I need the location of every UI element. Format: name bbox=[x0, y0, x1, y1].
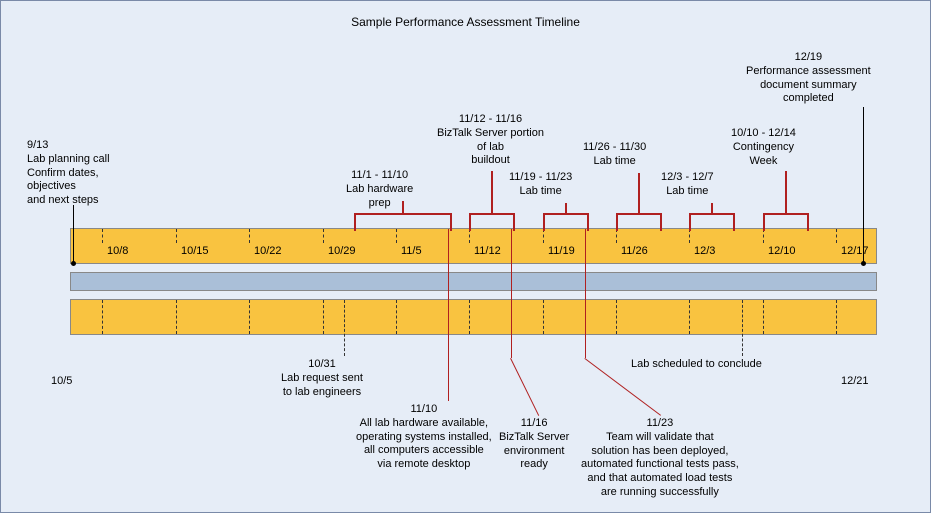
week-label: 12/3 bbox=[694, 245, 742, 257]
bracket-label-biztalk-build: 11/12 - 11/16 BizTalk Server portion of … bbox=[437, 113, 544, 168]
pointer-line bbox=[73, 205, 74, 263]
week-label: 12/17 bbox=[841, 245, 889, 257]
week-label: 11/26 bbox=[621, 245, 669, 257]
week-tick: 11/26 bbox=[616, 229, 617, 334]
bracket-lab1 bbox=[543, 213, 589, 231]
timeline-band-mid bbox=[71, 273, 876, 290]
pointer-line bbox=[510, 358, 539, 415]
week-label: 10/8 bbox=[107, 245, 155, 257]
week-label: 11/19 bbox=[548, 245, 596, 257]
bracket-label-contingency: 10/10 - 12/14 Contingency Week bbox=[731, 127, 796, 168]
pointer-line bbox=[742, 300, 743, 356]
week-tick: 11/5 bbox=[396, 229, 397, 334]
callout-hw-avail: 11/10 All lab hardware available, operat… bbox=[356, 403, 492, 472]
bracket-hw-prep bbox=[354, 213, 452, 231]
week-tick: 11/12 bbox=[469, 229, 470, 334]
week-label: 10/29 bbox=[328, 245, 376, 257]
bracket-contingency bbox=[763, 213, 809, 231]
week-label: 12/10 bbox=[768, 245, 816, 257]
pointer-dot bbox=[861, 261, 866, 266]
week-tick: 12/10 bbox=[763, 229, 764, 334]
week-tick: 12/3 bbox=[689, 229, 690, 334]
callout-completed: 12/19 Performance assessment document su… bbox=[746, 51, 871, 106]
pointer-line bbox=[448, 229, 449, 401]
week-label: 10/22 bbox=[254, 245, 302, 257]
week-tick: 10/15 bbox=[176, 229, 177, 334]
bracket-label-lab1: 11/19 - 11/23 Lab time bbox=[509, 171, 572, 199]
callout-validate: 11/23 Team will validate that solution h… bbox=[581, 417, 739, 500]
pointer-line bbox=[585, 229, 586, 358]
week-tick: 10/8 bbox=[102, 229, 103, 334]
axis-start-label: 10/5 bbox=[51, 375, 72, 389]
bracket-lab2 bbox=[616, 213, 662, 231]
chart-title: Sample Performance Assessment Timeline bbox=[1, 15, 930, 29]
week-tick: 12/17 bbox=[836, 229, 837, 334]
week-tick: 11/19 bbox=[543, 229, 544, 334]
pointer-line bbox=[511, 229, 512, 358]
bracket-label-lab2: 11/26 - 11/30 Lab time bbox=[583, 141, 646, 169]
callout-lab-request: 10/31 Lab request sent to lab engineers bbox=[281, 358, 363, 399]
axis-end-label: 12/21 bbox=[841, 375, 869, 389]
pointer-line bbox=[863, 107, 864, 263]
week-label: 10/15 bbox=[181, 245, 229, 257]
bracket-biztalk-build bbox=[469, 213, 515, 231]
week-label: 11/12 bbox=[474, 245, 522, 257]
callout-env-ready: 11/16 BizTalk Server environment ready bbox=[499, 417, 569, 472]
pointer-line bbox=[344, 300, 345, 356]
callout-planning: 9/13 Lab planning call Confirm dates, ob… bbox=[27, 139, 110, 208]
bracket-lab3 bbox=[689, 213, 735, 231]
bracket-label-lab3: 12/3 - 12/7 Lab time bbox=[661, 171, 714, 199]
timeline-band-bot bbox=[71, 300, 876, 334]
week-tick: 10/22 bbox=[249, 229, 250, 334]
callout-lab-conclude: Lab scheduled to conclude bbox=[631, 358, 762, 372]
week-tick: 10/29 bbox=[323, 229, 324, 334]
pointer-dot bbox=[71, 261, 76, 266]
week-label: 11/5 bbox=[401, 245, 449, 257]
